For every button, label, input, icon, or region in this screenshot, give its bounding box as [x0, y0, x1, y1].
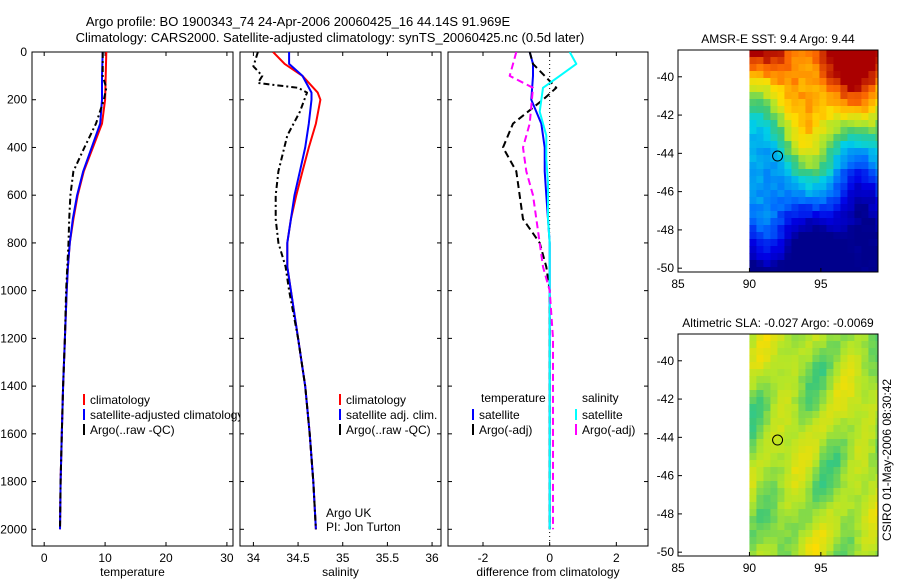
difference-legend-heading: salinity [582, 391, 619, 405]
sla-map-xtick-label: 85 [671, 561, 685, 575]
temperature-xtick-label: 30 [220, 551, 234, 565]
salinity-xtick-label: 35.5 [376, 551, 400, 565]
temperature-ytick-label: 1000 [0, 284, 27, 298]
temperature-legend-label: climatology [90, 393, 150, 407]
temperature-axes-box [31, 51, 234, 547]
temperature-legend-label: satellite-adjusted climatology [90, 408, 243, 422]
sst-argo-marker [772, 150, 784, 162]
sst-map-xtick-label: 95 [814, 277, 828, 291]
temperature-ytick-label: 2000 [0, 522, 27, 536]
difference-axes-box [447, 51, 649, 547]
credit-text: CSIRO 01-May-2006 08:30:42 [880, 379, 894, 541]
sla-argo-marker [772, 434, 784, 446]
salinity-xtick-label: 34.5 [286, 551, 310, 565]
temperature-ytick-label: 1400 [0, 379, 27, 393]
map-sla: Altimetric SLA: -0.027 Argo: -0.0069 -40 -… [657, 316, 879, 575]
sst-map-ytick-label: -44 [657, 146, 675, 160]
salinity-legend-label: climatology [346, 393, 406, 407]
sst-map-ytick-label: -40 [657, 70, 675, 84]
difference-series-line [538, 52, 578, 530]
difference-legend-label: Argo(-adj) [582, 423, 635, 437]
sla-map-ytick-label: -42 [657, 392, 675, 406]
salinity-xtick-label: 34 [247, 551, 261, 565]
temperature-ytick-label: 400 [7, 140, 27, 154]
salinity-legend-label: satellite adj. clim. [346, 408, 437, 422]
panel-salinity: 34 34.5 35 35.5 36 salinity climatologysatelli… [239, 51, 442, 579]
temperature-xtick-label: 0 [41, 551, 48, 565]
difference-legend-heading: temperature [481, 391, 546, 405]
sla-map-ytick-label: -44 [657, 430, 675, 444]
salinity-xtick-label: 36 [425, 551, 439, 565]
temperature-xlabel: temperature [100, 565, 165, 579]
temperature-ytick-label: 1600 [0, 427, 27, 441]
temperature-xtick-label: 10 [98, 551, 112, 565]
difference-series-line [508, 52, 554, 530]
figure-title-line2: Climatology: CARS2000. Satellite-adjuste… [76, 30, 585, 45]
temperature-ytick-label: 1800 [0, 475, 27, 489]
temperature-xtick-label: 20 [159, 551, 173, 565]
difference-xtick-label: 2 [613, 551, 620, 565]
sla-map-ytick-label: -50 [657, 545, 675, 559]
salinity-xlabel: salinity [322, 565, 359, 579]
difference-xtick-label: 0 [546, 551, 553, 565]
temperature-legend-label: Argo(..raw -QC) [90, 423, 175, 437]
difference-legend-label: satellite [479, 408, 520, 422]
temperature-ytick-label: 200 [7, 93, 27, 107]
temperature-ytick-label: 600 [7, 188, 27, 202]
sla-map-frame [677, 333, 879, 557]
difference-legend-label: satellite [582, 408, 623, 422]
temperature-ytick-label: 0 [20, 45, 27, 59]
sla-map-ytick-label: -46 [657, 469, 675, 483]
temperature-series-line [59, 52, 108, 530]
sst-map-xtick-label: 90 [743, 277, 757, 291]
sst-map-cells [749, 50, 878, 272]
difference-legend-label: Argo(-adj) [479, 423, 532, 437]
sla-map-xtick-label: 95 [814, 561, 828, 575]
salinity-xtick-label: 35 [336, 551, 350, 565]
sla-map-xtick-label: 90 [743, 561, 757, 575]
sla-map-title: Altimetric SLA: -0.027 Argo: -0.0069 [682, 316, 874, 330]
sst-map-ytick-label: -42 [657, 108, 675, 122]
sst-map-ytick-label: -46 [657, 185, 675, 199]
sst-map-frame [677, 49, 879, 273]
figure-title-line1: Argo profile: BO 1900343_74 24-Apr-2006 … [86, 14, 511, 29]
sst-map-ytick-label: -50 [657, 261, 675, 275]
temperature-ytick-label: 800 [7, 236, 27, 250]
salinity-annotation: Argo UK [326, 506, 371, 520]
sla-map-cells [749, 334, 878, 556]
sst-map-ytick-label: -48 [657, 223, 675, 237]
map-sst: AMSR-E SST: 9.4 Argo: 9.44 -40 -42 -44 -46 -4… [657, 32, 879, 291]
difference-xtick-label: -2 [478, 551, 489, 565]
salinity-legend-label: Argo(..raw -QC) [346, 423, 431, 437]
sst-map-xtick-label: 85 [671, 277, 685, 291]
salinity-annotation: PI: Jon Turton [326, 520, 401, 534]
sst-map-title: AMSR-E SST: 9.4 Argo: 9.44 [701, 32, 855, 46]
panel-temperature: 0 200 400 600 800 1000 1200 1400 1600 1800 2000 0 10… [0, 45, 243, 579]
salinity-axes-box [239, 51, 442, 547]
temperature-ytick-label: 1200 [0, 331, 27, 345]
sla-map-ytick-label: -48 [657, 507, 675, 521]
sla-map-ytick-label: -40 [657, 354, 675, 368]
difference-xlabel: difference from climatology [476, 565, 619, 579]
